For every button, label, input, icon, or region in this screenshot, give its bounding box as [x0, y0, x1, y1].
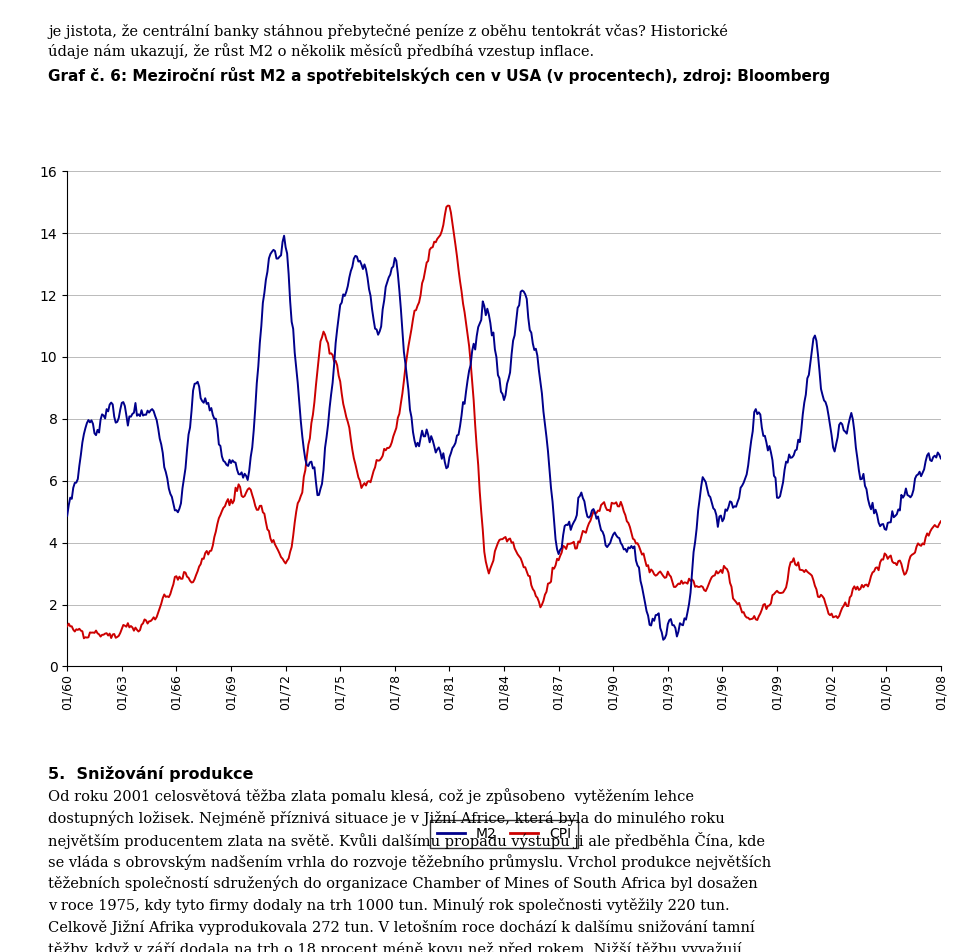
Text: 5.  Snižování produkce: 5. Snižování produkce [48, 766, 253, 783]
Text: největším producentem zlata na světě. Kvůli dalšímu propadu výstupu ji ale předb: největším producentem zlata na světě. Kv… [48, 832, 765, 849]
Text: údaje nám ukazují, že růst M2 o několik měsíců předbíhá vzestup inflace.: údaje nám ukazují, že růst M2 o několik … [48, 43, 594, 59]
Text: Od roku 2001 celosvětová těžba zlata pomalu klesá, což je způsobeno  vytěžením l: Od roku 2001 celosvětová těžba zlata pom… [48, 788, 694, 804]
Text: Celkově Jižní Afrika vyprodukovala 272 tun. V letošním roce dochází k dalšímu sn: Celkově Jižní Afrika vyprodukovala 272 t… [48, 920, 755, 935]
Text: se vláda s obrovským nadšením vrhla do rozvoje těžebního průmyslu. Vrchol produk: se vláda s obrovským nadšením vrhla do r… [48, 854, 771, 870]
Text: je jistota, že centrální banky stáhnou přebytečné peníze z oběhu tentokrát včas?: je jistota, že centrální banky stáhnou p… [48, 24, 728, 39]
Legend: M2, CPI: M2, CPI [430, 820, 578, 847]
Text: Graf č. 6: Meziroční růst M2 a spotřebitelských cen v USA (v procentech), zdroj:: Graf č. 6: Meziroční růst M2 a spotřebit… [48, 67, 830, 84]
Text: těžby, když v září dodala na trh o 18 procent méně kovu než před rokem. Nižší tě: těžby, když v září dodala na trh o 18 pr… [48, 942, 742, 952]
Text: v roce 1975, kdy tyto firmy dodaly na trh 1000 tun. Minulý rok společnosti vytěž: v roce 1975, kdy tyto firmy dodaly na tr… [48, 898, 730, 913]
Text: těžebních společností sdružených do organizace Chamber of Mines of South Africa : těžebních společností sdružených do orga… [48, 876, 757, 891]
Text: dostupných ložisek. Nejméně příznivá situace je v Jižní Africe, která byla do mi: dostupných ložisek. Nejméně příznivá sit… [48, 810, 725, 825]
